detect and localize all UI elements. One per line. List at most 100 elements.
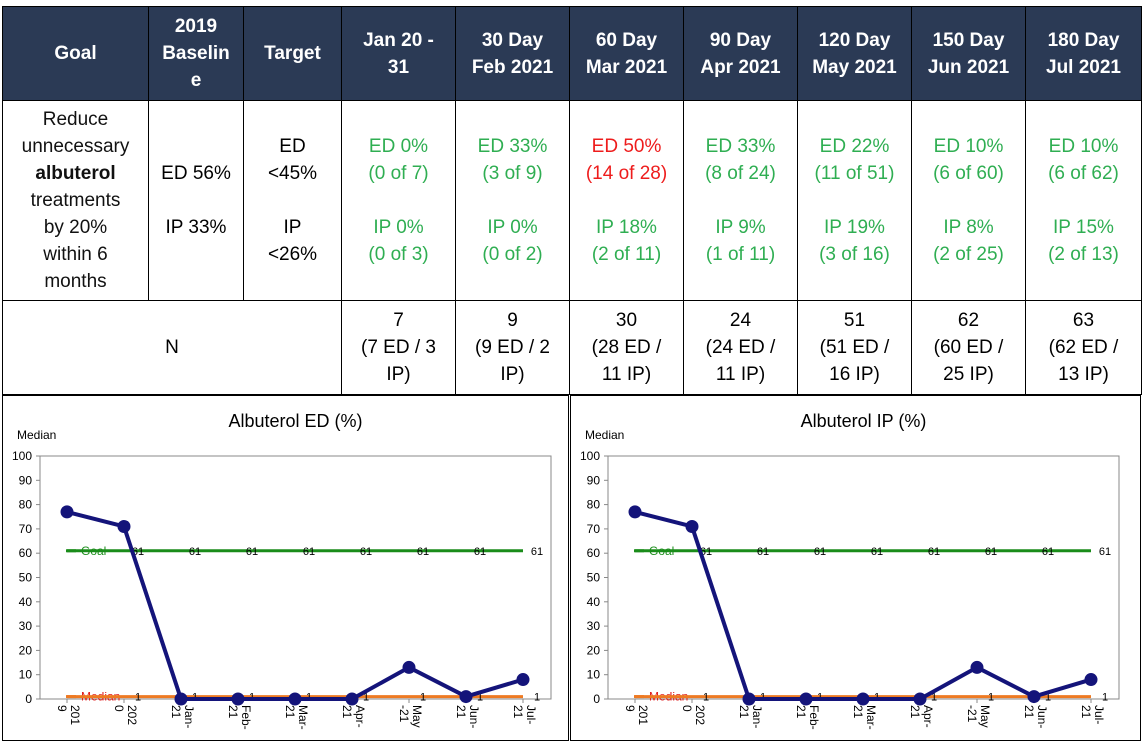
goal-data-label: 61 — [814, 546, 826, 558]
metric-row: Reduce unnecessary albuterol treatments … — [2, 100, 1142, 301]
y-tick-label: 70 — [19, 522, 33, 536]
x-tick-label: May-21 — [397, 705, 424, 728]
median-data-label: 1 — [534, 692, 540, 704]
median-data-label: 1 — [420, 692, 426, 704]
y-tick-label: 80 — [19, 498, 33, 512]
goal-data-label: 61 — [871, 546, 883, 558]
data-point — [231, 692, 245, 706]
goal-data-label: 61 — [246, 546, 258, 558]
header-30-day: 30 Day Feb 2021 — [455, 6, 570, 101]
header-60-day: 60 Day Mar 2021 — [569, 6, 684, 101]
median-data-label: 1 — [988, 692, 994, 704]
albuterol-ed-chart: Albuterol ED (%) Median 0 10 20 30 40 50 60 70 80 9… — [2, 395, 569, 741]
albuterol-ip-chart: Albuterol IP (%) Median 0 10 20 30 40 50 60 70 80 9… — [570, 395, 1141, 741]
period-cell: ED 50% (14 of 28) IP 18% (2 of 11) — [569, 100, 684, 301]
x-tick-label: Jul-21 — [511, 705, 538, 724]
target-values: ED <45% IP <26% — [243, 100, 342, 301]
data-point — [913, 692, 927, 706]
period-cell: ED 22% (11 of 51) IP 19% (3 of 16) — [797, 100, 912, 301]
data-point — [288, 692, 302, 706]
x-tick-label: Jan-21 — [169, 705, 196, 728]
goal-data-label: 61 — [474, 546, 486, 558]
data-point — [402, 660, 416, 674]
albuterol-ed-chart-svg: Albuterol ED (%) Median 0 10 20 30 40 50 60 70 80 9… — [12, 411, 552, 730]
x-tick-label: Jan-21 — [737, 705, 764, 728]
header-row: Goal 2019 Baselin e Target Jan 20 -31 30 D… — [2, 6, 1142, 101]
y-tick-label: 60 — [587, 546, 601, 560]
y-tick-label: 80 — [587, 498, 601, 512]
y-tick-label: 10 — [587, 668, 601, 682]
y-tick-label: 60 — [19, 546, 33, 560]
header-150-day: 150 Day Jun 2021 — [911, 6, 1026, 101]
header-baseline: 2019 Baselin e — [148, 6, 244, 101]
y-tick-label: 90 — [587, 473, 601, 487]
data-point — [60, 505, 74, 519]
goal-data-label: 61 — [417, 546, 429, 558]
goal-data-label: 61 — [928, 546, 940, 558]
y-tick-label: 10 — [19, 668, 33, 682]
y-axis-top-label: Median — [17, 428, 56, 442]
x-tick-label: Jun-21 — [454, 705, 481, 728]
period-cell: ED 0% (0 of 7) IP 0% (0 of 3) — [341, 100, 456, 301]
x-tick-label: Feb-21 — [794, 705, 821, 730]
goal-data-label: 61 — [985, 546, 997, 558]
median-data-label: 1 — [477, 692, 483, 704]
goal-data-label: 61 — [189, 546, 201, 558]
data-point — [459, 690, 473, 704]
x-tick-label: Mar-21 — [851, 705, 878, 730]
header-jan: Jan 20 -31 — [341, 6, 456, 101]
median-data-label: 1 — [1045, 692, 1051, 704]
x-tick-label: Feb-21 — [226, 705, 253, 730]
header-target: Target — [243, 6, 342, 101]
x-tick-label: 2020 — [680, 705, 707, 725]
y-tick-label: 0 — [25, 692, 32, 706]
data-point — [799, 692, 813, 706]
period-cell: ED 33% (8 of 24) IP 9% (1 of 11) — [683, 100, 798, 301]
y-tick-label: 30 — [19, 619, 33, 633]
x-tick-label: Apr-21 — [340, 705, 367, 728]
y-axis-top-label: Median — [585, 428, 624, 442]
plot-area — [607, 455, 1120, 700]
header-180-day: 180 Day Jul 2021 — [1025, 6, 1142, 101]
median-data-label: 1 — [931, 692, 937, 704]
header-120-day: 120 Day May 2021 — [797, 6, 912, 101]
goal-description: Reduce unnecessary albuterol treatments … — [2, 100, 149, 301]
albuterol-ip-chart-svg: Albuterol IP (%) Median 0 10 20 30 40 50 60 70 80 9… — [580, 411, 1120, 730]
header-90-day: 90 Day Apr 2021 — [683, 6, 798, 101]
y-tick-label: 40 — [19, 595, 33, 609]
data-point — [117, 519, 131, 533]
data-point — [628, 505, 642, 519]
y-tick-label: 0 — [593, 692, 600, 706]
data-point — [742, 692, 756, 706]
goal-data-label: 61 — [531, 546, 543, 558]
header-goal: Goal — [2, 6, 149, 101]
n-cell: 62 (60 ED /25 IP) — [911, 300, 1026, 395]
period-cell: ED 10% (6 of 60) IP 8% (2 of 25) — [911, 100, 1026, 301]
baseline-values: ED 56% IP 33% — [148, 100, 244, 301]
goal-data-label: 61 — [757, 546, 769, 558]
goal-data-label: 61 — [1099, 546, 1111, 558]
data-point — [685, 519, 699, 533]
data-point — [516, 673, 530, 687]
data-point — [345, 692, 359, 706]
n-cell: 9 (9 ED / 2 IP) — [455, 300, 570, 395]
x-tick-label: 2019 — [623, 705, 650, 725]
goal-data-label: 61 — [303, 546, 315, 558]
n-label: N — [2, 300, 342, 395]
y-tick-label: 100 — [580, 449, 600, 463]
x-tick-label: Mar-21 — [283, 705, 310, 730]
data-point — [970, 660, 984, 674]
period-cell: ED 33% (3 of 9) IP 0% (0 of 2) — [455, 100, 570, 301]
n-cell: 7 (7 ED / 3 IP) — [341, 300, 456, 395]
plot-area — [39, 455, 552, 700]
goal-data-label: 61 — [1042, 546, 1054, 558]
y-tick-label: 90 — [19, 473, 33, 487]
y-tick-label: 20 — [587, 643, 601, 657]
y-tick-label: 30 — [587, 619, 601, 633]
data-point — [174, 692, 188, 706]
n-cell: 63 (62 ED /13 IP) — [1025, 300, 1142, 395]
n-cell: 51 (51 ED /16 IP) — [797, 300, 912, 395]
n-cell: 30 (28 ED /11 IP) — [569, 300, 684, 395]
y-tick-label: 50 — [19, 571, 33, 585]
x-tick-label: May-21 — [965, 705, 992, 728]
